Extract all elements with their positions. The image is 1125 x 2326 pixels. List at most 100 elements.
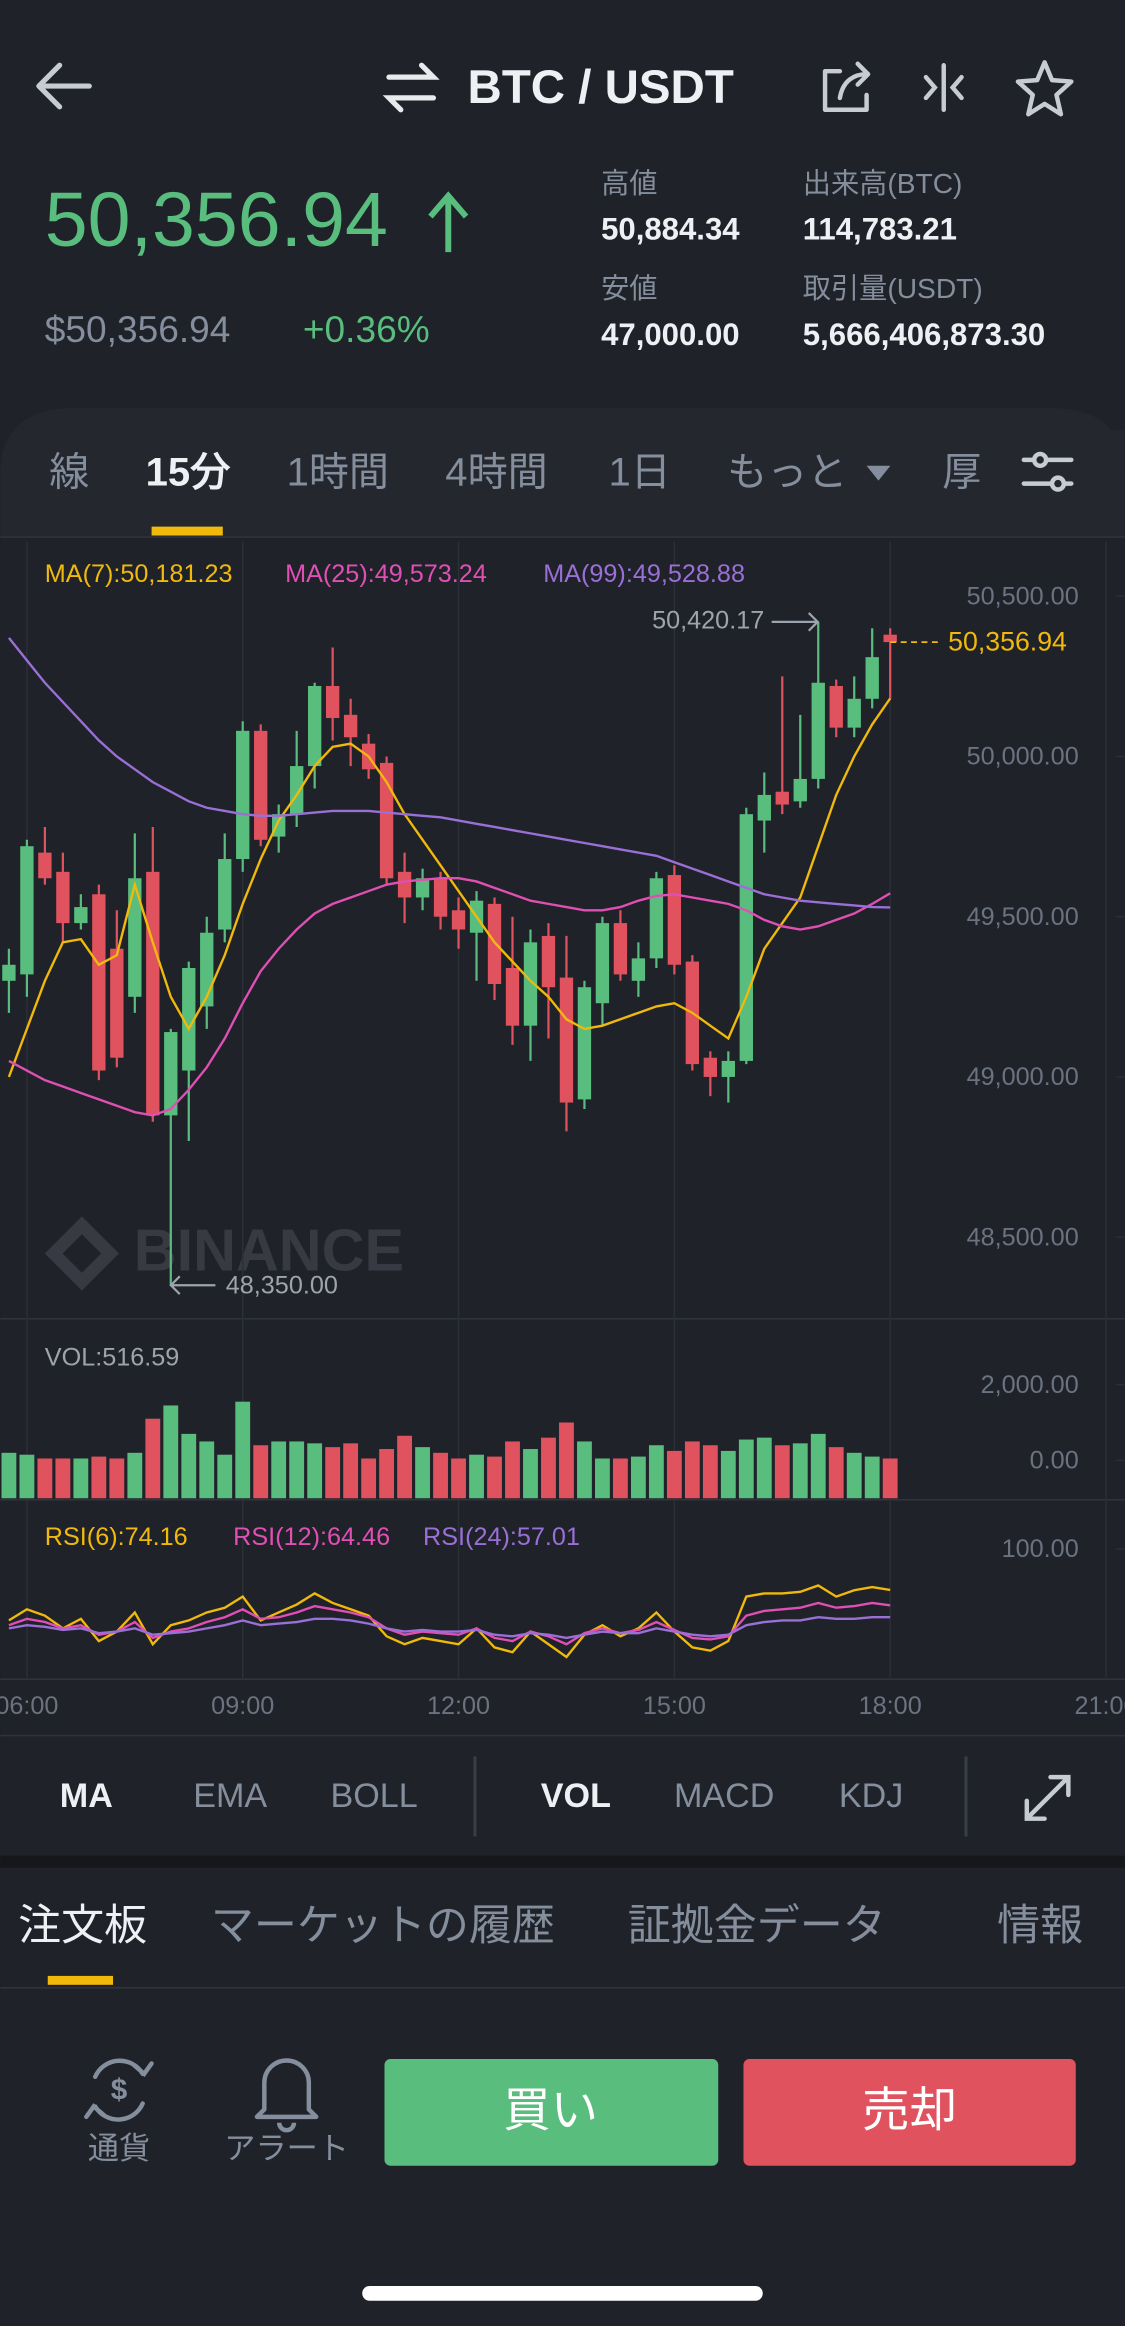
detail-tab[interactable]: 注文板: [18, 1902, 147, 1950]
candle-body: [595, 923, 610, 1004]
interval-tabs: 線 15分 1時間 4時間 1日 もっと 厚: [49, 450, 982, 536]
legend-entry: MA(99):49,528.88: [543, 560, 745, 588]
candle-body: [793, 778, 807, 802]
volume-bar: [595, 1458, 610, 1499]
alert-icon[interactable]: [254, 2058, 319, 2133]
bell-glyph: [254, 2058, 319, 2133]
interval-tab[interactable]: 1時間: [287, 450, 389, 494]
swap-icon[interactable]: [382, 62, 440, 113]
detail-tab[interactable]: 証拠金データ: [628, 1902, 886, 1950]
volume-bar: [127, 1452, 143, 1499]
candle-body: [523, 942, 538, 1026]
candle-body: [325, 685, 340, 719]
indicator-bar: [0, 1737, 1125, 1856]
volume-bar: [469, 1454, 484, 1499]
stat-label: 取引量(USDT): [803, 272, 983, 304]
compare-icon[interactable]: [923, 63, 964, 112]
indicator-tab[interactable]: VOL: [541, 1777, 611, 1815]
volume-bar: [109, 1458, 125, 1499]
volume-bar: [577, 1441, 592, 1499]
candle-body: [379, 762, 394, 879]
volume-bar: [451, 1458, 466, 1499]
volume-bar: [1, 1452, 17, 1499]
slider-knob: [1032, 451, 1049, 469]
max-arrow: [771, 612, 820, 632]
volume-bar: [864, 1456, 880, 1499]
detail-tab[interactable]: マーケットの履歴: [211, 1902, 555, 1950]
interval-tab[interactable]: 厚: [942, 450, 982, 494]
volume-bar: [846, 1452, 862, 1499]
x-tick-label: 12:00: [427, 1692, 490, 1720]
interval-tab[interactable]: 4時間: [445, 450, 547, 494]
interval-tab[interactable]: もっと: [727, 450, 847, 494]
indicator-tab[interactable]: KDJ: [839, 1777, 903, 1815]
y-tick-label: 100.00: [1002, 1535, 1079, 1563]
section-gap: [0, 1855, 1125, 1868]
candle-body: [847, 698, 861, 728]
x-tick-label: 18:00: [859, 1692, 922, 1720]
y-tick-label: 50,000.00: [967, 743, 1079, 771]
candle-body: [883, 634, 897, 643]
stat-value: 114,783.21: [803, 212, 957, 247]
currency-icon[interactable]: $: [84, 2058, 154, 2122]
sell-button-bg: [743, 2058, 1076, 2166]
x-tick-label: 06:00: [0, 1692, 58, 1720]
volume-bar: [666, 1450, 682, 1499]
legend-entry: VOL:516.59: [45, 1343, 180, 1371]
stat-label: 高値: [601, 167, 657, 199]
candle-body: [433, 878, 448, 917]
indicator-tab[interactable]: BOLL: [330, 1777, 417, 1815]
volume-bar: [343, 1443, 359, 1499]
y-tick-label: 49,500.00: [967, 903, 1079, 931]
volume-bar: [361, 1458, 377, 1499]
volume-bar: [612, 1458, 628, 1499]
candle-body: [739, 814, 753, 1061]
interval-tab[interactable]: 15分: [146, 450, 232, 494]
volume-bar: [37, 1458, 53, 1499]
y-tick-label: 2,000.00: [981, 1371, 1079, 1399]
action-label[interactable]: 通貨: [88, 2131, 150, 2166]
sell-label: 売却: [862, 2084, 957, 2137]
stat-label: 出来高(BTC): [803, 167, 963, 199]
settings-icon[interactable]: [1021, 451, 1074, 492]
ma-line: [7, 637, 891, 909]
candle-body: [92, 894, 106, 1071]
price-change: +0.36%: [303, 308, 430, 350]
buy-button[interactable]: 買い: [384, 2058, 719, 2166]
volume-bar: [19, 1454, 35, 1499]
x-tick-label: 21:00: [1074, 1692, 1125, 1720]
interval-tab[interactable]: 1日: [608, 450, 670, 494]
min-label: 48,350.00: [226, 1271, 338, 1299]
y-tick-label: 50,500.00: [967, 582, 1079, 610]
fullscreen-icon[interactable]: [1024, 1774, 1071, 1821]
interval-panel: [0, 407, 1125, 537]
volume-bar: [541, 1437, 556, 1499]
volume-bar: [145, 1418, 161, 1499]
detail-tab[interactable]: 情報: [997, 1902, 1083, 1950]
favorite-icon[interactable]: [1015, 60, 1074, 117]
watermark-logo: [44, 1216, 119, 1291]
candle-body: [649, 878, 664, 959]
back-button[interactable]: [36, 62, 92, 110]
action-label[interactable]: アラート: [224, 2131, 349, 2166]
last-price-label: 50,356.94: [948, 627, 1067, 657]
share-icon[interactable]: [822, 61, 871, 112]
candle-body: [559, 977, 574, 1103]
indicator-tab[interactable]: EMA: [193, 1777, 267, 1815]
y-tick-label: 48,500.00: [967, 1223, 1079, 1251]
indicator-tab[interactable]: MA: [60, 1777, 113, 1815]
min-arrow: [169, 1275, 216, 1295]
sell-button[interactable]: 売却: [743, 2058, 1076, 2166]
back-icon: [36, 62, 92, 110]
candle-body: [415, 878, 430, 898]
volume-bar: [433, 1452, 448, 1499]
x-tick-label: 15:00: [643, 1692, 706, 1720]
ma-line: [8, 877, 891, 1117]
interval-tab[interactable]: 線: [49, 450, 89, 494]
expand-glyph: [1024, 1774, 1071, 1821]
volume-bar: [397, 1435, 413, 1499]
candle-body: [146, 871, 160, 1116]
indicator-tab[interactable]: MACD: [674, 1777, 774, 1815]
up-arrow: [428, 191, 469, 253]
